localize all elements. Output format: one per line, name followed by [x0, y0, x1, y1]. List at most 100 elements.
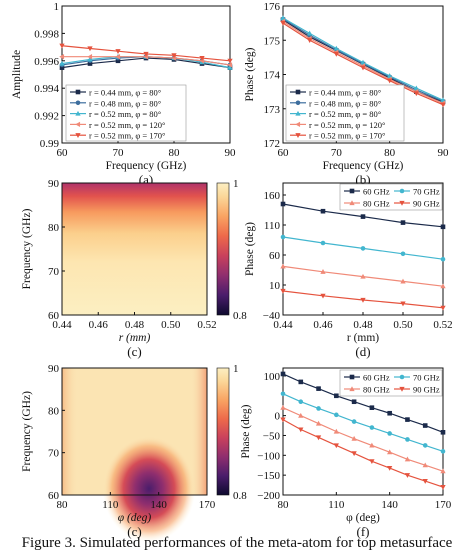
legend-entry: r = 0.52 mm, φ = 170° [309, 131, 385, 141]
x-tick-label: 0.44 [52, 319, 72, 331]
y-tick-label: −200 [257, 490, 280, 502]
legend-marker [295, 100, 301, 106]
series-line [282, 407, 444, 472]
data-point [360, 214, 366, 219]
data-point [422, 443, 428, 448]
plot-frame [61, 367, 208, 496]
y-tick-label: 70 [48, 266, 60, 278]
legend: 60 GHz 70 GHz 80 GHz 90 GHz [339, 183, 443, 211]
x-tick-label: 110 [328, 499, 345, 511]
series-line [282, 419, 444, 488]
legend-marker [75, 100, 81, 106]
legend-marker [295, 89, 301, 95]
data-point [351, 419, 357, 424]
legend-marker [399, 200, 405, 206]
x-axis-label: r (mm) [347, 332, 379, 344]
y-tick-label: 90 [48, 363, 60, 375]
panel-label: (f) [357, 524, 370, 539]
y-axis-label: Amplitude [11, 50, 23, 99]
colorbar: 0.81 [216, 363, 247, 502]
x-tick-label: 80 [384, 147, 396, 159]
x-tick-label: 140 [150, 499, 167, 511]
data-point [387, 449, 393, 455]
y-tick-label: 60 [269, 250, 281, 262]
data-point [333, 51, 339, 57]
data-point [440, 429, 446, 435]
data-point [199, 55, 205, 61]
y-tick-label: 0.994 [34, 83, 59, 95]
data-point [87, 61, 93, 66]
y-tick-label: 80 [48, 222, 60, 234]
x-tick-label: 70 [113, 147, 125, 159]
data-point [320, 293, 326, 299]
legend-marker [295, 110, 301, 116]
data-point [298, 412, 304, 418]
colorbar: 0.81 [216, 178, 247, 322]
legend-marker [349, 374, 355, 380]
data-point [143, 54, 149, 60]
y-tick-label: 10 [269, 280, 281, 292]
y-tick-label: 0 [275, 411, 281, 423]
data-point [387, 73, 393, 78]
x-axis-label: Frequency (GHz) [323, 160, 404, 172]
panel-c-amplitude-heatmap: 0.44 0.46 0.48 0.50 0.52 60 70 80 90 r (mm) Freque… [21, 178, 247, 359]
data-point [280, 417, 286, 423]
data-point [369, 459, 375, 465]
data-point [199, 58, 205, 64]
x-tick-label: 0.52 [197, 319, 216, 331]
y-tick-label: 60 [48, 490, 60, 502]
x-axis-label: φ (deg) [346, 512, 380, 524]
colorbar-tick-label: 1 [233, 363, 239, 375]
data-point [422, 479, 428, 484]
x-axis-label: Frequency (GHz) [106, 160, 187, 172]
y-tick-label: −100 [257, 450, 280, 462]
y-tick-label: 160 [264, 190, 281, 202]
legend-frame [339, 369, 443, 397]
panel-a-amplitude-chart: 60 70 80 90 0.99 0.992 0.994 0.996 0.998 1 Frequen… [11, 1, 236, 187]
data-point [227, 58, 233, 64]
data-point [115, 49, 121, 54]
data-point [369, 442, 375, 448]
legend-marker [399, 188, 405, 194]
data-point [280, 404, 286, 410]
x-tick-label: 170 [199, 499, 216, 511]
data-point [280, 288, 286, 294]
legend-entry: 80 GHz [363, 199, 390, 209]
legend-marker [75, 133, 81, 138]
series-line [282, 373, 444, 433]
data-point [298, 427, 304, 433]
data-point [280, 21, 286, 26]
data-point [387, 410, 392, 416]
y-tick-label: −40 [263, 310, 281, 322]
x-tick-label: 90 [438, 147, 450, 159]
data-point [307, 38, 313, 44]
data-point [400, 301, 406, 307]
data-point [405, 437, 410, 442]
y-tick-label: 80 [48, 405, 60, 417]
data-point [440, 102, 446, 108]
legend-marker [75, 110, 81, 116]
data-point [171, 53, 177, 59]
data-point [280, 15, 286, 21]
y-axis-label: Frequency (GHz) [21, 391, 33, 472]
legend-entry: r = 0.52 mm, φ = 120° [89, 120, 165, 130]
y-tick-label: 172 [264, 138, 281, 150]
data-point [369, 425, 375, 430]
data-point [227, 64, 233, 70]
data-point [404, 456, 411, 462]
data-point [440, 283, 446, 289]
legend-marker [75, 89, 81, 95]
figure-caption: Figure 3. Simulated performances of the … [21, 535, 453, 551]
y-axis-label: Frequency (GHz) [21, 208, 33, 289]
y-tick-label: −150 [257, 470, 280, 482]
data-point [413, 91, 419, 97]
x-tick-label: 80 [169, 147, 181, 159]
data-point [387, 78, 393, 84]
y-tick-label: 174 [264, 70, 281, 82]
legend-marker [295, 121, 301, 128]
data-point [307, 30, 313, 36]
x-tick-label: 0.48 [353, 319, 373, 331]
legend-entry: r = 0.48 mm, φ = 80° [309, 98, 381, 108]
data-point [280, 391, 286, 397]
x-tick-label: 0.52 [433, 319, 452, 331]
